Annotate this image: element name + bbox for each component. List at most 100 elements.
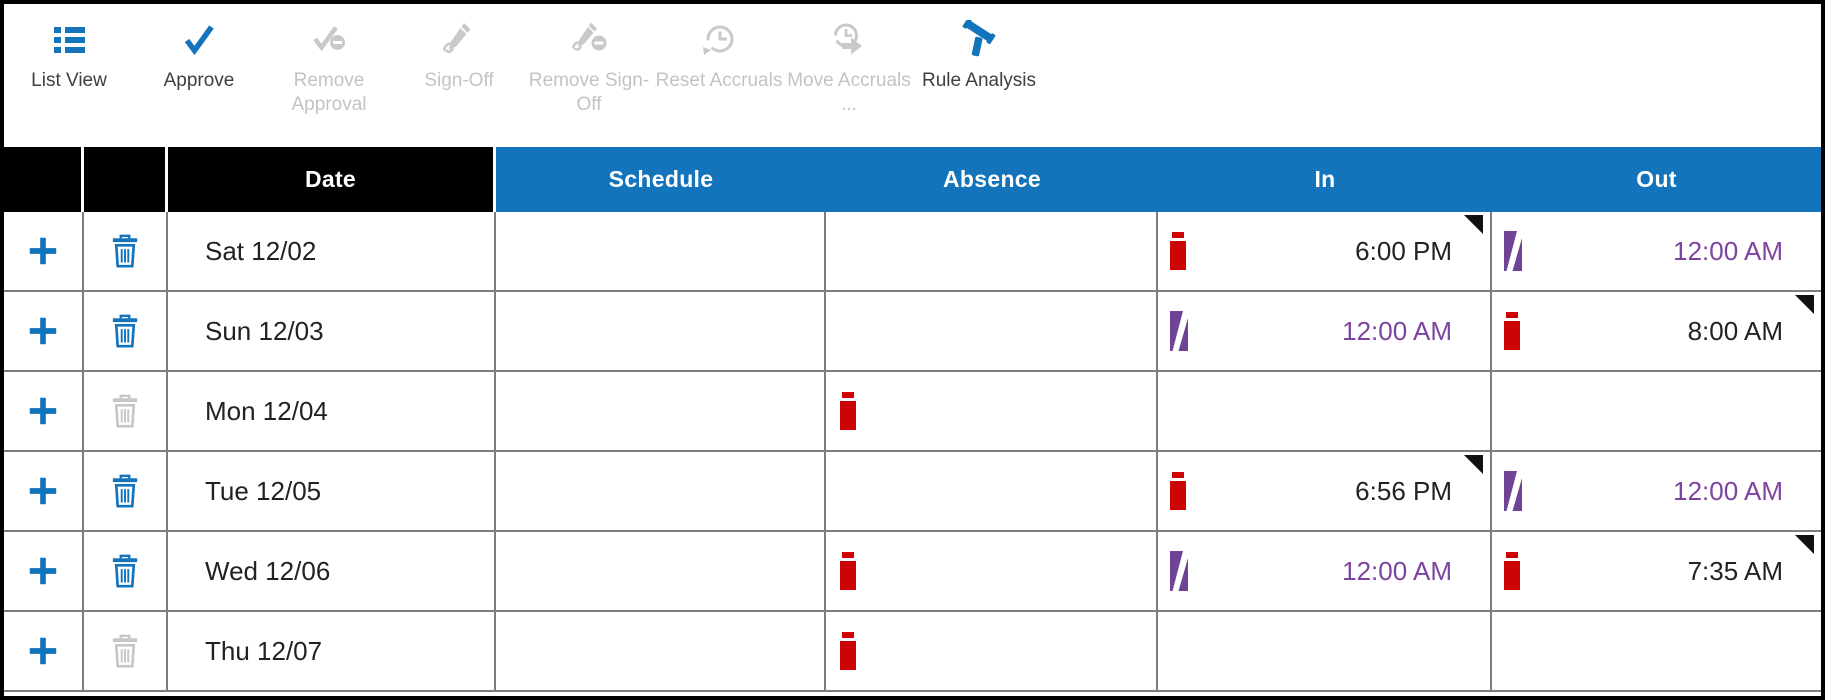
absence-cell[interactable] <box>826 212 1158 292</box>
absence-cell[interactable] <box>826 532 1158 612</box>
trash-icon <box>112 394 138 428</box>
absence-cell[interactable] <box>826 452 1158 532</box>
phantom-punch-icon <box>1170 551 1188 591</box>
toolbar-button-list-view[interactable]: List View <box>4 16 134 93</box>
remove-approval-icon <box>309 16 349 64</box>
delete-row-cell <box>84 452 168 532</box>
delete-row-cell <box>84 532 168 612</box>
schedule-cell[interactable] <box>496 452 826 532</box>
absence-cell[interactable] <box>826 372 1158 452</box>
in-cell[interactable] <box>1158 612 1492 692</box>
trash-icon <box>112 474 138 508</box>
exception-icon <box>1170 232 1186 270</box>
punch-time: 8:00 AM <box>1687 315 1783 346</box>
add-row-cell <box>4 212 84 292</box>
plus-icon <box>29 477 57 505</box>
note-indicator <box>1464 455 1483 474</box>
delete-row-button[interactable] <box>110 554 140 588</box>
delete-row-button[interactable] <box>110 634 140 668</box>
date-label: Thu 12/07 <box>205 635 323 666</box>
add-row-cell <box>4 292 84 372</box>
header-date: Date <box>168 147 496 212</box>
schedule-cell[interactable] <box>496 532 826 612</box>
date-cell: Sun 12/03 <box>168 292 496 372</box>
delete-row-button[interactable] <box>110 474 140 508</box>
trash-icon <box>112 314 138 348</box>
toolbar-button-approve[interactable]: Approve <box>134 16 264 93</box>
out-cell[interactable]: 8:00 AM <box>1492 292 1821 372</box>
schedule-cell[interactable] <box>496 612 826 692</box>
note-indicator <box>1795 295 1814 314</box>
remove-sign-off-icon <box>569 16 609 64</box>
header-out: Out <box>1492 147 1821 212</box>
plus-icon <box>29 557 57 585</box>
add-row-button[interactable] <box>26 234 60 268</box>
add-row-cell <box>4 452 84 532</box>
punch-time: 12:00 AM <box>1673 475 1783 506</box>
delete-row-button[interactable] <box>110 314 140 348</box>
add-row-cell <box>4 532 84 612</box>
approve-check-icon <box>179 16 219 64</box>
toolbar-button-sign-off[interactable]: Sign-Off <box>394 16 524 93</box>
add-row-button[interactable] <box>26 554 60 588</box>
delete-row-cell <box>84 372 168 452</box>
exception-icon <box>840 392 856 430</box>
header-schedule: Schedule <box>496 147 826 212</box>
punch-time: 6:00 PM <box>1355 235 1452 266</box>
exception-icon <box>1504 552 1520 590</box>
add-row-button[interactable] <box>26 314 60 348</box>
delete-row-button[interactable] <box>110 394 140 428</box>
out-cell[interactable]: 12:00 AM <box>1492 452 1821 532</box>
header-absence: Absence <box>826 147 1158 212</box>
toolbar-button-move-accruals[interactable]: Move Accruals ... <box>784 16 914 117</box>
date-cell: Thu 12/07 <box>168 612 496 692</box>
toolbar-button-rule-analysis[interactable]: Rule Analysis <box>914 16 1044 93</box>
schedule-cell[interactable] <box>496 292 826 372</box>
list-view-icon <box>49 16 89 64</box>
in-cell[interactable]: 12:00 AM <box>1158 532 1492 612</box>
schedule-cell[interactable] <box>496 372 826 452</box>
plus-icon <box>29 237 57 265</box>
absence-cell[interactable] <box>826 292 1158 372</box>
in-cell[interactable] <box>1158 372 1492 452</box>
reset-accruals-clock-icon <box>699 16 739 64</box>
out-cell[interactable] <box>1492 612 1821 692</box>
add-row-button[interactable] <box>26 474 60 508</box>
plus-icon <box>29 317 57 345</box>
schedule-cell[interactable] <box>496 212 826 292</box>
date-label: Mon 12/04 <box>205 395 328 426</box>
rule-analysis-gavel-icon <box>959 16 999 64</box>
trash-icon <box>112 634 138 668</box>
add-row-button[interactable] <box>26 634 60 668</box>
punch-time: 12:00 AM <box>1342 555 1452 586</box>
out-cell[interactable] <box>1492 372 1821 452</box>
plus-icon <box>29 637 57 665</box>
exception-icon <box>1170 472 1186 510</box>
toolbar-button-reset-accruals[interactable]: Reset Accruals <box>654 16 784 93</box>
date-cell: Mon 12/04 <box>168 372 496 452</box>
date-cell: Wed 12/06 <box>168 532 496 612</box>
punch-time: 7:35 AM <box>1687 555 1783 586</box>
in-cell[interactable]: 12:00 AM <box>1158 292 1492 372</box>
delete-row-cell <box>84 292 168 372</box>
add-row-button[interactable] <box>26 394 60 428</box>
exception-icon <box>1504 312 1520 350</box>
toolbar-button-remove-sign-off[interactable]: Remove Sign-Off <box>524 16 654 117</box>
out-cell[interactable]: 7:35 AM <box>1492 532 1821 612</box>
toolbar-button-remove-approval[interactable]: Remove Approval <box>264 16 394 117</box>
timecard-table: Date Schedule Absence In Out Sat 12/02 6:… <box>4 147 1821 692</box>
add-row-cell <box>4 372 84 452</box>
exception-icon <box>840 632 856 670</box>
date-label: Sat 12/02 <box>205 235 317 266</box>
delete-row-button[interactable] <box>110 234 140 268</box>
in-cell[interactable]: 6:00 PM <box>1158 212 1492 292</box>
date-label: Sun 12/03 <box>205 315 324 346</box>
date-label: Tue 12/05 <box>205 475 322 506</box>
exception-icon <box>840 552 856 590</box>
phantom-punch-icon <box>1504 231 1522 271</box>
add-row-cell <box>4 612 84 692</box>
out-cell[interactable]: 12:00 AM <box>1492 212 1821 292</box>
in-cell[interactable]: 6:56 PM <box>1158 452 1492 532</box>
date-label: Wed 12/06 <box>205 555 331 586</box>
absence-cell[interactable] <box>826 612 1158 692</box>
